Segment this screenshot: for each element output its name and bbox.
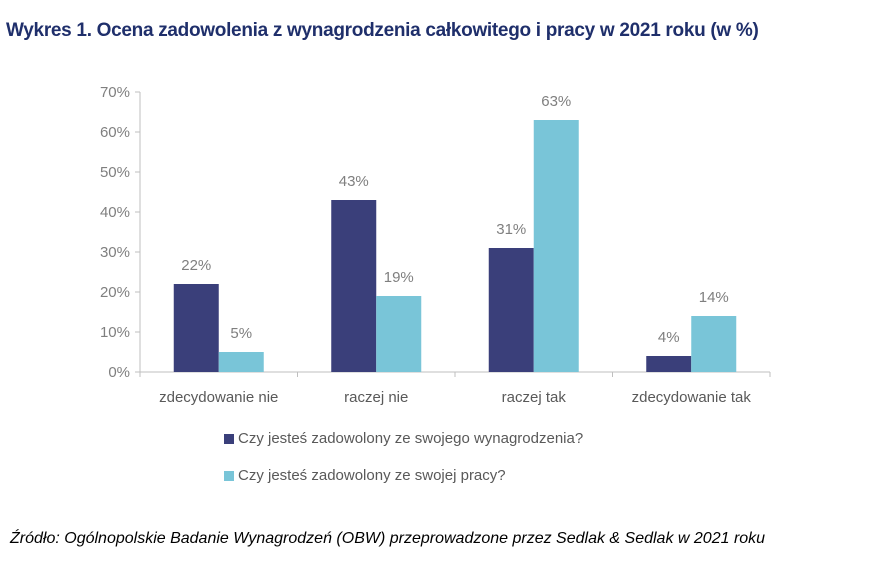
bar-job <box>691 316 737 372</box>
data-label: 22% <box>181 257 211 274</box>
bar-salary <box>646 356 692 372</box>
bar-salary <box>331 200 377 372</box>
data-label: 4% <box>658 329 680 346</box>
x-tick-label: zdecydowanie nie <box>159 389 278 406</box>
bar-job <box>533 120 579 372</box>
y-tick-label: 20% <box>100 284 130 301</box>
legend-label-job: Czy jesteś zadowolony ze swojej pracy? <box>238 467 506 484</box>
data-label: 31% <box>496 221 526 238</box>
legend-swatch-salary <box>224 433 234 444</box>
bar-salary <box>173 284 219 372</box>
y-tick-label: 10% <box>100 324 130 341</box>
y-tick-label: 50% <box>100 164 130 181</box>
y-tick-label: 70% <box>100 84 130 101</box>
legend-swatch-job <box>224 470 234 481</box>
y-tick-label: 30% <box>100 244 130 261</box>
x-tick-label: raczej nie <box>344 389 408 406</box>
y-tick-label: 60% <box>100 124 130 141</box>
source-note: Źródło: Ogólnopolskie Badanie Wynagrodze… <box>10 530 766 547</box>
data-label: 14% <box>699 289 729 306</box>
data-label: 63% <box>541 93 571 110</box>
legend-label-salary: Czy jesteś zadowolony ze swojego wynagro… <box>238 430 584 447</box>
y-tick-label: 40% <box>100 204 130 221</box>
data-label: 5% <box>230 325 252 342</box>
bar-job <box>376 296 422 372</box>
bar-job <box>218 352 264 372</box>
bar-chart: 0% 10% 20% 30% 40% 50% 60% 70% zdecydowanie nie 2… <box>100 84 771 406</box>
chart-title: Wykres 1. Ocena zadowolenia z wynagrodze… <box>6 20 759 41</box>
x-tick-label: zdecydowanie tak <box>632 389 752 406</box>
data-label: 19% <box>384 269 414 286</box>
data-label: 43% <box>339 173 369 190</box>
legend-item-job: Czy jesteś zadowolony ze swojej pracy? <box>224 467 506 484</box>
x-tick-label: raczej tak <box>502 389 567 406</box>
bar-salary <box>488 248 534 372</box>
y-tick-label: 0% <box>108 364 130 381</box>
legend-item-salary: Czy jesteś zadowolony ze swojego wynagro… <box>224 430 583 447</box>
